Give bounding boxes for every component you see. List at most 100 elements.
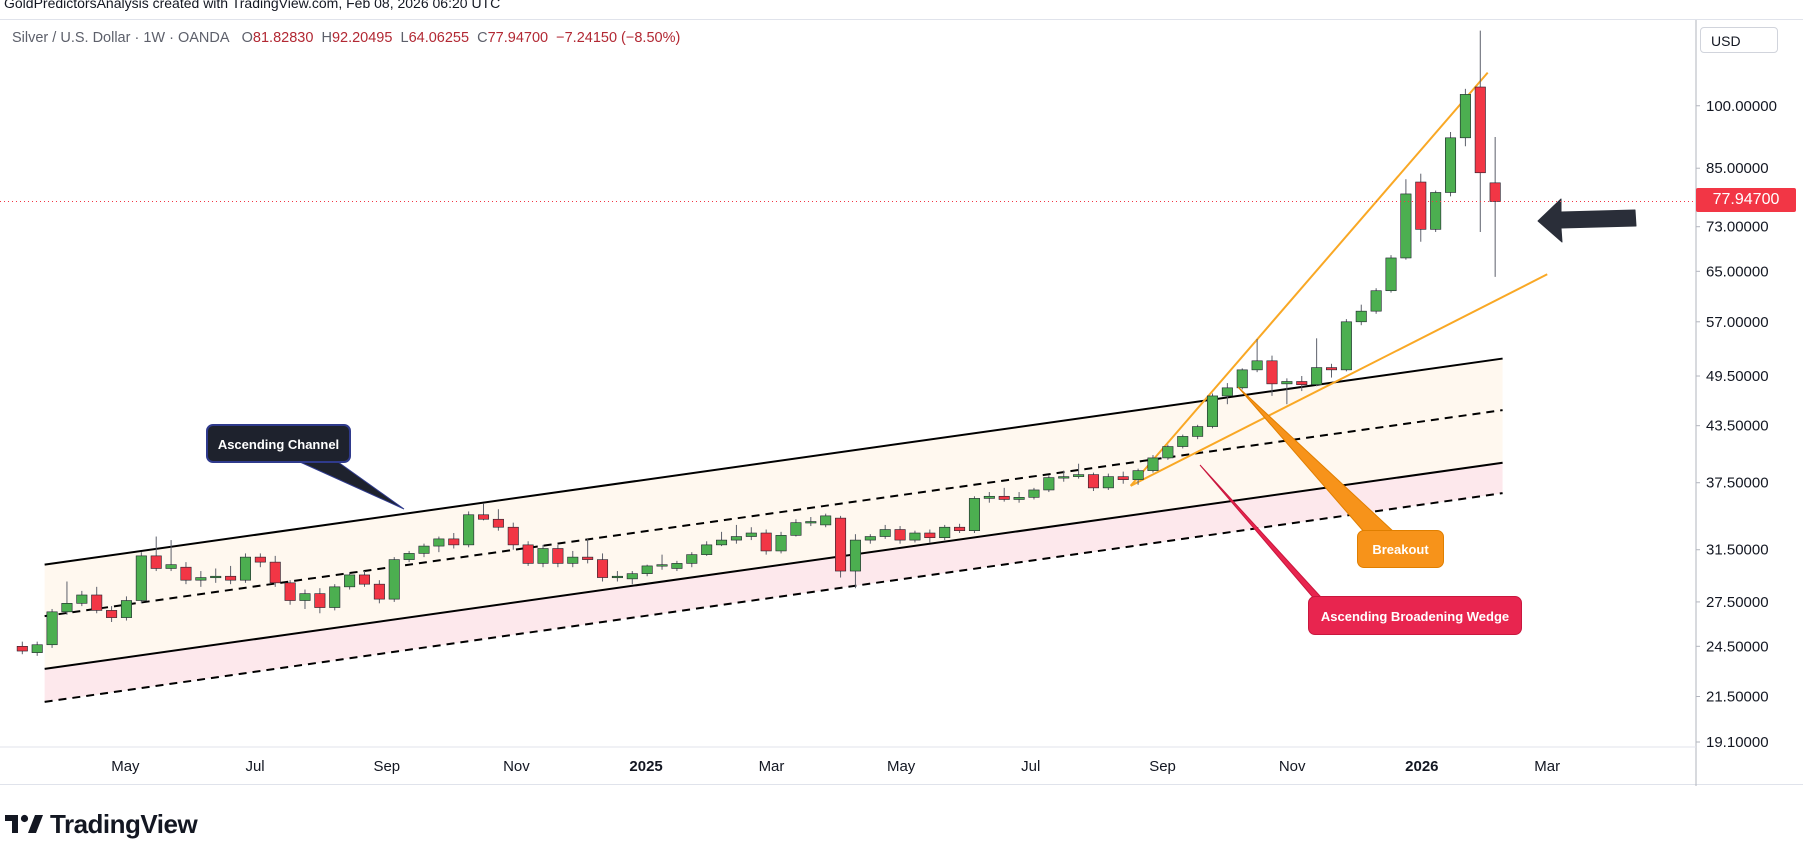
arrow-left-icon (1537, 198, 1637, 243)
candle (135, 552, 147, 604)
wedge-lines (1129, 71, 1548, 487)
price-tick-label: 37.50000 (1706, 475, 1769, 492)
time-tick-label: 2025 (629, 758, 662, 775)
open-value: 81.82830 (252, 30, 314, 46)
candle-body-down (1326, 367, 1338, 371)
currency-selector[interactable]: USD (1700, 27, 1778, 53)
candle-body-up (239, 556, 251, 581)
candle (1132, 468, 1144, 485)
candle (358, 571, 370, 587)
candle-body-down (1489, 182, 1501, 202)
candle-body-down (150, 555, 162, 569)
candle (1474, 30, 1486, 233)
price-tick-label: 73.00000 (1706, 219, 1769, 236)
channel-band-fill (44, 358, 1503, 669)
candle-body-down (1296, 381, 1308, 385)
candle-body-up (671, 563, 683, 569)
time-tick-label: Mar (1534, 758, 1560, 775)
price-tick-label: 31.50000 (1706, 542, 1769, 559)
candle (552, 544, 564, 568)
candle (254, 553, 266, 568)
candle (61, 581, 73, 615)
channel-below-line (44, 492, 1503, 703)
candle-body-down (448, 538, 460, 546)
candle (195, 571, 207, 587)
candle (120, 596, 132, 621)
candle (611, 571, 623, 582)
candle (1296, 376, 1308, 392)
candle-body-down (597, 559, 609, 578)
candle-body-up (1073, 474, 1085, 477)
price-tick-label: 49.50000 (1706, 368, 1769, 385)
channel-callout-pointer (299, 461, 405, 510)
channel-lower-line (44, 461, 1503, 670)
candle (239, 553, 251, 583)
tradingview-logo[interactable]: TradingView (4, 809, 198, 839)
candle-body-up (1206, 395, 1218, 427)
candle-body-up (299, 593, 311, 601)
candle (388, 557, 400, 602)
candle (983, 492, 995, 503)
candle (1221, 383, 1233, 405)
candle-body-up (1058, 476, 1070, 479)
candle (478, 503, 490, 521)
candle-body-up (76, 594, 88, 604)
candle (106, 606, 118, 622)
candle (1087, 472, 1099, 492)
candle-body-up (120, 600, 132, 618)
candle-body-down (1117, 476, 1129, 480)
candle-body-up (1177, 436, 1189, 447)
candle-body-up (1311, 367, 1323, 385)
candle-body-down (180, 566, 192, 581)
candles (16, 30, 1501, 656)
candle-body-up (1445, 137, 1457, 193)
candle (225, 565, 237, 585)
candle-body-down (284, 582, 296, 601)
broadening-wedge-callout: Ascending Broadening Wedge (1308, 596, 1522, 635)
candle (299, 589, 311, 609)
candle-body-up (1147, 457, 1159, 471)
candle-body-up (1459, 94, 1471, 139)
tradingview-logo-icon (5, 814, 43, 833)
candle (344, 572, 356, 590)
candle (373, 580, 385, 604)
candle (269, 555, 281, 587)
candle-body-down (954, 526, 966, 531)
candle-body-up (567, 556, 579, 564)
candle (1013, 492, 1025, 503)
candle-body-up (1340, 321, 1352, 371)
candle (775, 531, 787, 554)
candle (1043, 475, 1055, 493)
candle (760, 529, 772, 555)
price-tick-label: 100.00000 (1706, 98, 1777, 115)
candle (790, 519, 802, 537)
candle-body-up (31, 644, 43, 653)
candle-body-up (61, 603, 73, 613)
candle-body-down (358, 574, 370, 585)
candle-body-up (165, 564, 177, 569)
candle (433, 536, 445, 553)
price-chart[interactable]: 100.00000 85.00000 73.00000 65.00000 57.0000… (0, 20, 1803, 786)
candle-body-up (939, 526, 951, 539)
candle-body-down (16, 646, 28, 652)
candle (567, 550, 579, 568)
axes: 100.00000 85.00000 73.00000 65.00000 57.0000… (0, 20, 1777, 786)
channel-bands (44, 358, 1503, 702)
candle-body-up (626, 573, 638, 580)
channel-mid-line (44, 409, 1503, 618)
candle-body-down (760, 532, 772, 552)
candle-body-down (269, 561, 281, 584)
candle-body-up (1102, 476, 1114, 489)
time-tick-label: Nov (1279, 758, 1306, 775)
candle-body-down (1415, 181, 1427, 230)
candle (1326, 363, 1338, 378)
candle (1236, 368, 1248, 390)
candle (1385, 255, 1397, 293)
candle (1340, 319, 1352, 372)
candle (998, 487, 1010, 502)
price-tick-label: 19.10000 (1706, 734, 1769, 751)
candle (329, 584, 341, 611)
candle (1117, 471, 1129, 484)
candle-body-up (195, 577, 207, 581)
candle-body-up (656, 564, 668, 567)
